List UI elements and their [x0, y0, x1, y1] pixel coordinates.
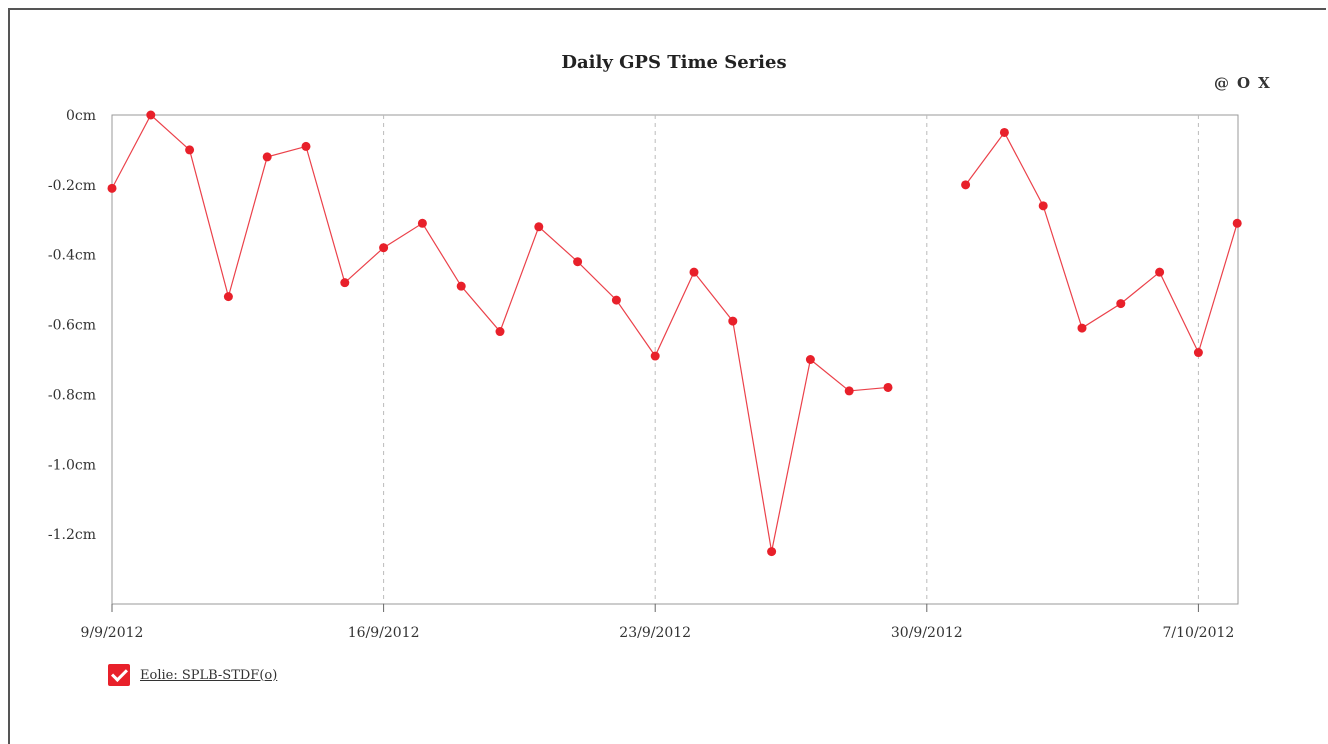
- y-tick-label: -0.2cm: [48, 178, 96, 194]
- legend-label[interactable]: Eolie: SPLB-STDF(o): [140, 667, 278, 683]
- data-point: [883, 382, 893, 392]
- data-point: [1193, 348, 1203, 358]
- zoom-reset-button[interactable]: X: [1258, 74, 1270, 92]
- data-point: [650, 351, 660, 361]
- data-point: [1038, 201, 1048, 211]
- y-tick-label: -1.2cm: [48, 527, 96, 543]
- y-tick-label: -0.6cm: [48, 318, 96, 334]
- data-point: [961, 180, 971, 190]
- data-point: [1116, 299, 1126, 309]
- data-point: [1155, 267, 1165, 277]
- legend-checkbox[interactable]: [108, 664, 130, 686]
- series-line: [965, 131, 1238, 355]
- plot-area: [111, 114, 1239, 605]
- data-point: [689, 267, 699, 277]
- data-point: [728, 316, 738, 326]
- x-tick-label: 9/9/2012: [81, 625, 144, 641]
- zoom-icon[interactable]: @: [1214, 74, 1229, 92]
- data-point: [573, 257, 583, 267]
- legend-item[interactable]: Eolie: SPLB-STDF(o): [108, 664, 277, 686]
- data-point: [1077, 323, 1087, 333]
- data-point: [340, 278, 350, 288]
- data-point: [417, 218, 427, 228]
- zoom-out-button[interactable]: O: [1237, 74, 1251, 92]
- data-point: [534, 222, 544, 232]
- y-tick-label: 0cm: [66, 108, 96, 124]
- x-tick-label: 30/9/2012: [891, 625, 963, 641]
- data-point: [301, 141, 311, 151]
- data-point: [805, 355, 815, 364]
- data-point: [495, 327, 505, 337]
- zoom-controls: @ O X: [1214, 74, 1270, 92]
- chart-frame: [8, 8, 1326, 744]
- data-point: [223, 292, 233, 302]
- x-tick-label: 7/10/2012: [1163, 625, 1235, 641]
- data-point: [844, 386, 854, 396]
- chart-title: Daily GPS Time Series: [561, 52, 787, 73]
- data-point: [185, 145, 195, 155]
- data-point: [1232, 218, 1242, 228]
- data-point: [107, 183, 117, 193]
- y-tick-label: -1.0cm: [48, 457, 96, 473]
- data-point: [146, 110, 156, 120]
- data-point: [767, 547, 777, 557]
- x-tick-label: 16/9/2012: [348, 625, 420, 641]
- x-tick-label: 23/9/2012: [619, 625, 691, 641]
- data-point: [611, 295, 621, 305]
- y-tick-label: -0.8cm: [48, 387, 96, 403]
- data-point: [262, 152, 272, 162]
- data-point: [999, 127, 1009, 137]
- y-tick-label: -0.4cm: [48, 248, 96, 264]
- data-point: [379, 243, 389, 253]
- data-point: [456, 281, 466, 291]
